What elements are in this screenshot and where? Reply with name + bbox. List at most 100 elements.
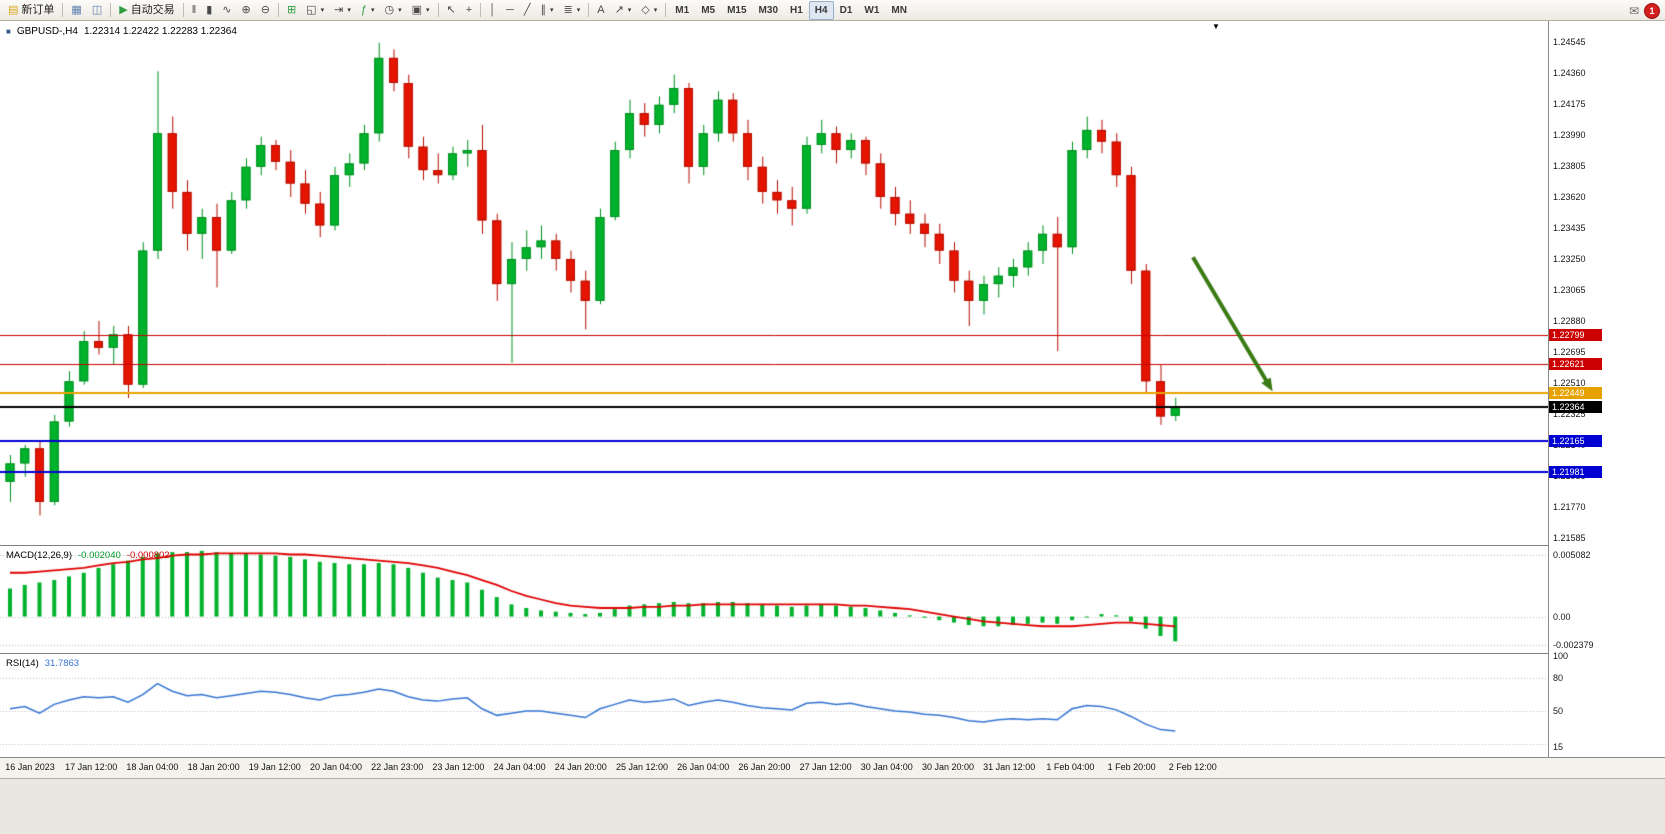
price-axis-label: 1.23620 <box>1553 191 1586 202</box>
zoom-out-icon: ⊖ <box>260 3 270 16</box>
chart-window-icon: ■ <box>6 26 11 36</box>
time-axis-label: 16 Jan 2023 <box>5 762 55 772</box>
templates-button[interactable]: ▣ ▾ <box>407 1 435 20</box>
horizontal-line-icon: ─ <box>506 3 514 16</box>
arrow-tool-icon: ↗ <box>614 3 624 16</box>
toolbar-separator <box>480 3 482 17</box>
macd-panel-divider[interactable] <box>0 545 1665 546</box>
bar-chart-icon: ‖ <box>191 3 197 16</box>
templates-icon: ▣ <box>411 3 422 16</box>
chart-shift-marker-icon[interactable]: ▼ <box>1212 22 1220 31</box>
text-icon: A <box>597 3 605 16</box>
data-window-button[interactable]: ◫ <box>87 1 107 20</box>
chart-title: ■ GBPUSD-,H4 1.22314 1.22422 1.22283 1.2… <box>6 26 237 37</box>
dropdown-caret-icon[interactable]: ▾ <box>347 7 351 14</box>
rsi-axis-label: 15 <box>1553 742 1564 752</box>
window-bottom-area <box>0 778 1665 834</box>
timeframe-button-m30[interactable]: M30 <box>758 4 778 16</box>
time-axis-label: 17 Jan 12:00 <box>65 762 118 772</box>
rsi-panel-divider[interactable] <box>0 653 1665 654</box>
clock-icon: ◷ <box>384 3 395 16</box>
dropdown-caret-icon[interactable]: ▾ <box>370 7 375 14</box>
bar-chart-button[interactable]: ‖ <box>187 1 202 20</box>
shapes-button[interactable]: ◇ ▾ <box>636 1 662 20</box>
rsi-indicator-name: RSI(14) <box>6 658 39 669</box>
vertical-line-button[interactable]: │ <box>484 1 501 20</box>
notifications-badge[interactable]: 1 <box>1644 2 1660 19</box>
toolbar-separator <box>62 3 64 17</box>
timeframe-button-d1[interactable]: D1 <box>839 4 853 16</box>
dropdown-caret-icon[interactable]: ▾ <box>549 7 554 14</box>
price-axis-label: 1.24360 <box>1553 67 1586 78</box>
timeframe-button-w1[interactable]: W1 <box>864 4 880 16</box>
price-axis-label: 1.23990 <box>1553 129 1586 140</box>
toolbar-separator <box>437 3 439 17</box>
zoom-in-button[interactable]: ⊕ <box>237 1 256 20</box>
dropdown-caret-icon[interactable]: ▾ <box>627 7 632 14</box>
price-chart-canvas[interactable] <box>0 21 1549 758</box>
fibonacci-button[interactable]: ≣ ▾ <box>558 1 585 20</box>
time-axis-label: 30 Jan 20:00 <box>921 762 975 772</box>
horizontal-line-button[interactable]: ─ <box>501 1 519 20</box>
macd-signal-value: -0.000802 <box>126 550 170 561</box>
line-chart-icon: ∿ <box>222 3 232 16</box>
rsi-panel-label: RSI(14) 31.7863 <box>6 658 79 669</box>
periods-button[interactable]: ◷ ▾ <box>379 1 406 20</box>
price-axis-label: 1.24175 <box>1553 98 1586 109</box>
candlestick-chart-button[interactable]: ▮ <box>201 1 217 20</box>
price-axis-label: 1.21585 <box>1553 532 1586 543</box>
toolbar-separator <box>665 3 667 17</box>
price-line-badge: 1.22364 <box>1549 401 1602 414</box>
price-line-badge: 1.22621 <box>1549 358 1602 371</box>
trendline-button[interactable]: ╱ <box>519 1 536 20</box>
timeframe-button-m1[interactable]: M1 <box>675 4 690 16</box>
time-axis-label: 2 Feb 12:00 <box>1168 762 1217 772</box>
dropdown-caret-icon[interactable]: ▾ <box>653 7 658 14</box>
time-axis[interactable]: 16 Jan 2023 17 Jan 12:00 18 Jan 04:00 18 Ja… <box>0 757 1665 779</box>
channel-icon: ∥ <box>540 3 546 16</box>
time-axis-label: 18 Jan 04:00 <box>126 762 179 772</box>
timeframe-button-m5[interactable]: M5 <box>701 4 716 16</box>
dropdown-caret-icon[interactable]: ▾ <box>398 7 402 14</box>
zoom-out-button[interactable]: ⊖ <box>256 1 275 20</box>
time-axis-label: 20 Jan 04:00 <box>309 762 363 772</box>
zoom-in-icon: ⊕ <box>241 3 251 16</box>
price-axis[interactable]: 1.24545 1.24360 1.24175 1.23990 1.23805 1.236… <box>1549 21 1665 778</box>
market-watch-icon: ▦ <box>71 3 82 16</box>
time-axis-label: 31 Jan 12:00 <box>983 762 1036 772</box>
chart-shift-button[interactable]: ⇥ ▾ <box>329 1 356 20</box>
timeframe-button-m15[interactable]: M15 <box>727 4 747 16</box>
chart-symbol-period: GBPUSD-,H4 <box>16 26 78 37</box>
toolbar-separator <box>182 3 184 17</box>
market-watch-button[interactable]: ▦ <box>66 1 86 20</box>
chart-window: ■ GBPUSD-,H4 1.22314 1.22422 1.22283 1.2… <box>0 21 1665 834</box>
timeframe-button-h4[interactable]: H4 <box>808 0 834 20</box>
arrows-button[interactable]: ↗ ▾ <box>610 1 637 20</box>
price-line-badge: 1.21981 <box>1549 465 1602 478</box>
mail-icon[interactable]: ✉ <box>1628 3 1639 18</box>
dropdown-caret-icon[interactable]: ▾ <box>320 7 325 14</box>
crosshair-button[interactable]: + <box>461 1 477 20</box>
line-chart-button[interactable]: ∿ <box>217 1 236 20</box>
price-axis-label: 1.23435 <box>1553 222 1586 233</box>
toolbar-separator <box>588 3 590 17</box>
candlestick-icon: ▮ <box>206 3 213 16</box>
timeframe-button-mn[interactable]: MN <box>891 4 907 16</box>
auto-trading-button[interactable]: ▶ 自动交易 <box>114 1 179 20</box>
channel-button[interactable]: ∥ ▾ <box>535 1 558 20</box>
cursor-button[interactable]: ↖ <box>442 1 461 20</box>
timeframe-button-h1[interactable]: H1 <box>790 4 803 16</box>
price-line-badge: 1.22449 <box>1549 387 1602 400</box>
vertical-line-icon: │ <box>489 3 497 16</box>
indicators-button[interactable]: ƒ ▾ <box>356 1 380 20</box>
dropdown-caret-icon[interactable]: ▾ <box>576 7 581 14</box>
tile-windows-button[interactable]: ⊞ <box>282 1 301 20</box>
price-line-badge: 1.22165 <box>1549 434 1602 447</box>
time-axis-label: 18 Jan 20:00 <box>187 762 240 772</box>
new-order-button[interactable]: ▤ 新订单 <box>3 1 59 20</box>
arrange-charts-button[interactable]: ◱ ▾ <box>301 1 329 20</box>
dropdown-caret-icon[interactable]: ▾ <box>426 7 430 14</box>
text-label-button[interactable]: A <box>592 1 609 20</box>
time-axis-label: 30 Jan 04:00 <box>860 762 913 772</box>
price-axis-label: 1.22695 <box>1553 346 1586 357</box>
